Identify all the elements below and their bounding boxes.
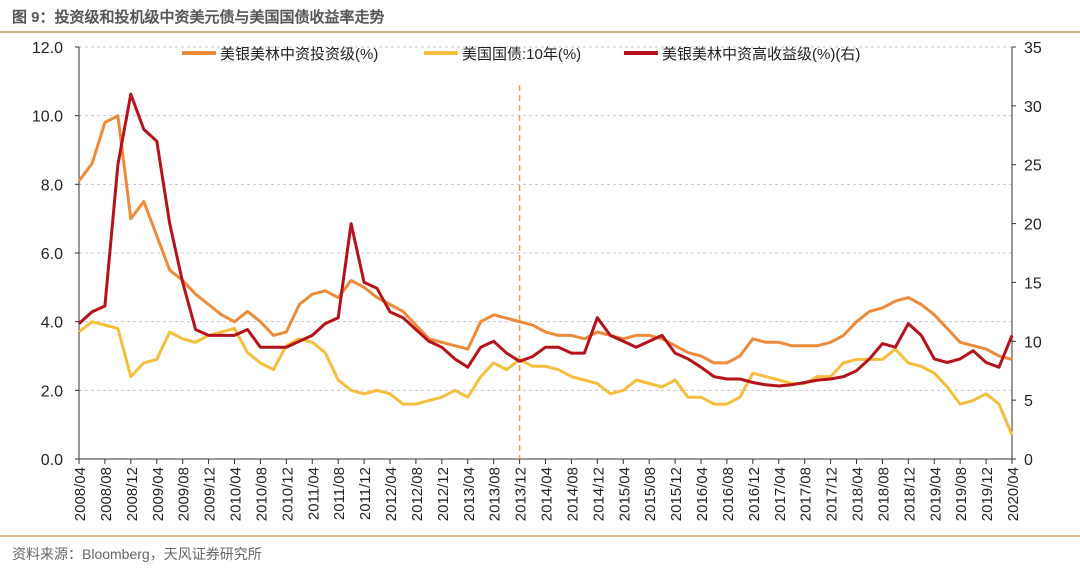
- y-tick-label: 4.0: [41, 315, 63, 332]
- x-tick-label: 2015/12: [668, 467, 685, 521]
- x-tick-label: 2015/04: [616, 467, 633, 521]
- x-tick-label: 2009/12: [202, 467, 219, 521]
- y-tick-label: 0.0: [41, 452, 63, 469]
- x-tick-label: 2020/04: [1005, 467, 1022, 521]
- x-tick-label: 2013/08: [487, 467, 504, 521]
- y2-tick-label: 5: [1024, 393, 1033, 410]
- x-tick-label: 2012/12: [435, 467, 452, 521]
- x-tick-label: 2015/08: [642, 467, 659, 521]
- footer-divider: [0, 535, 1080, 537]
- x-tick-label: 2009/08: [176, 467, 193, 521]
- x-tick-label: 2017/12: [824, 467, 841, 521]
- y-tick-label: 12.0: [32, 40, 63, 57]
- x-tick-label: 2008/08: [98, 467, 115, 521]
- y-tick-label: 8.0: [41, 177, 63, 194]
- x-tick-label: 2013/12: [513, 467, 530, 521]
- y2-tick-label: 20: [1024, 217, 1042, 234]
- x-tick-label: 2019/04: [927, 467, 944, 521]
- x-tick-label: 2011/12: [357, 467, 374, 520]
- x-tick-label: 2017/04: [772, 467, 789, 521]
- y2-tick-label: 15: [1024, 275, 1042, 292]
- series-line-2: [77, 92, 1014, 388]
- y-tick-label: 6.0: [41, 246, 63, 263]
- x-tick-label: 2008/04: [72, 467, 89, 521]
- axes: 0.0 2.0 4.0 6.0 8.0 10.0 12.0 0 5 10 15 20 25 30 35 200…: [32, 40, 1042, 521]
- series-line-0: [77, 114, 1013, 365]
- x-tick-label: 2012/08: [409, 467, 426, 521]
- x-tick-label: 2014/08: [564, 467, 581, 521]
- source-note: 资料来源：Bloomberg，天风证券研究所: [12, 546, 262, 562]
- x-tick-label: 2019/08: [953, 467, 970, 521]
- x-tick-label: 2018/12: [901, 467, 918, 521]
- x-tick-label: 2011/04: [305, 467, 322, 520]
- x-tick-label: 2019/12: [979, 467, 996, 521]
- legend: 美银美林中资投资级(%) 美国国债:10年(%) 美银美林中资高收益级(%)(右): [182, 46, 860, 63]
- y2-tick-label: 35: [1024, 40, 1042, 57]
- y2-tick-label: 0: [1024, 452, 1033, 469]
- x-tick-label: 2012/04: [383, 467, 400, 521]
- x-tick-label: 2017/08: [798, 467, 815, 521]
- x-tick-label: 2010/08: [253, 467, 270, 521]
- title-divider: [0, 31, 1080, 33]
- x-tick-label: 2014/04: [539, 467, 556, 521]
- x-tick-label: 2010/04: [228, 467, 245, 521]
- legend-label: 美银美林中资高收益级(%)(右): [662, 46, 860, 63]
- y-tick-label: 2.0: [41, 383, 63, 400]
- x-tick-label: 2010/12: [279, 467, 296, 521]
- x-tick-label: 2008/12: [124, 467, 141, 521]
- x-tick-label: 2013/04: [461, 467, 478, 521]
- x-tick-label: 2016/04: [694, 467, 711, 521]
- series-lines: [77, 85, 1014, 459]
- x-tick-label: 2016/08: [720, 467, 737, 521]
- legend-label: 美银美林中资投资级(%): [220, 46, 378, 63]
- y2-tick-label: 25: [1024, 158, 1042, 175]
- chart-title: 图 9：投资级和投机级中资美元债与美国国债收益率走势: [12, 9, 385, 26]
- y2-tick-label: 10: [1024, 334, 1042, 351]
- series-line-1: [78, 320, 1014, 436]
- x-tick-label: 2014/12: [590, 467, 607, 521]
- x-tick-label: 2009/04: [150, 467, 167, 521]
- legend-label: 美国国债:10年(%): [462, 46, 581, 63]
- x-tick-label: 2018/04: [850, 467, 867, 521]
- y-tick-label: 10.0: [32, 109, 63, 126]
- gridlines: [79, 46, 1012, 391]
- x-tick-label: 2018/08: [875, 467, 892, 521]
- x-tick-label: 2016/12: [746, 467, 763, 521]
- x-tick-label: 2011/08: [331, 467, 348, 520]
- y2-tick-label: 30: [1024, 99, 1042, 116]
